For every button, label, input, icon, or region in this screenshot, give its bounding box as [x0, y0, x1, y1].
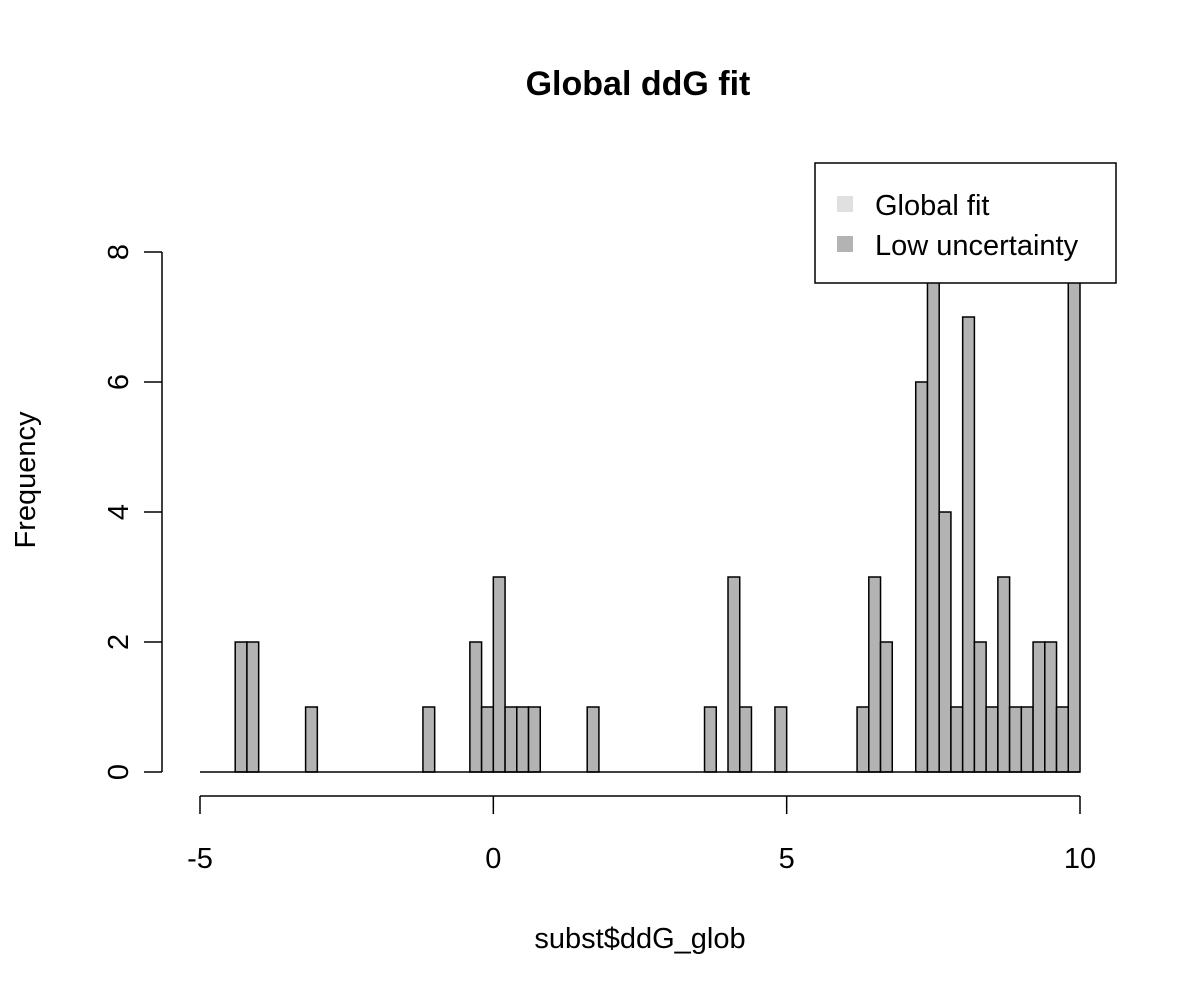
histogram-bar [469, 641, 483, 773]
legend-box [814, 162, 1117, 284]
histogram-bar [504, 706, 518, 773]
histogram-bar [516, 706, 530, 773]
y-tick-label: 4 [103, 504, 135, 520]
x-tick-label: 10 [1064, 843, 1096, 875]
histogram-bar [586, 706, 600, 773]
histogram-bar [868, 576, 882, 773]
y-tick-label: 8 [103, 244, 135, 260]
histogram-bar [727, 576, 741, 773]
x-axis: -5 0 5 10 [187, 795, 1096, 875]
histogram-bar [738, 706, 753, 773]
histogram-bar [703, 706, 718, 773]
histogram-bar [1020, 706, 1034, 773]
histogram-bar [950, 706, 964, 773]
histogram-bar [246, 641, 260, 773]
legend-swatch-global-fit [837, 196, 853, 212]
legend-swatch-low-uncertainty [837, 236, 853, 252]
histogram-bar [234, 641, 248, 773]
histogram-bar [1008, 706, 1023, 773]
histogram-bar [527, 706, 542, 773]
histogram-bar [480, 706, 495, 773]
histogram-bar [938, 511, 952, 773]
legend-label-low-uncertainty: Low uncertainty [875, 230, 1079, 262]
histogram-bar [1044, 641, 1058, 773]
y-axis-label: Frequency [10, 411, 42, 549]
histogram-bar [304, 706, 319, 773]
histogram-bar [997, 576, 1011, 773]
histogram-bar [985, 706, 999, 773]
histogram-bar [422, 706, 436, 773]
x-tick-label: 5 [779, 843, 795, 875]
histogram-bars [200, 251, 1081, 773]
y-axis: 0 2 4 6 8 [103, 244, 163, 780]
y-tick-label: 6 [103, 374, 135, 390]
histogram-bar [1067, 251, 1081, 773]
histogram-bar [926, 251, 940, 773]
y-tick-label: 2 [103, 634, 135, 650]
histogram-bar [774, 706, 788, 773]
chart-title: Global ddG fit [526, 65, 751, 103]
x-tick-label: 0 [485, 843, 501, 875]
histogram-bar [914, 381, 929, 773]
histogram-bar [856, 706, 870, 773]
histogram-bar [973, 641, 987, 773]
legend-label-global-fit: Global fit [875, 190, 989, 222]
histogram-bar [961, 316, 976, 773]
x-tick-label: -5 [187, 843, 213, 875]
histogram-bar [1032, 641, 1046, 773]
legend: Global fit Low uncertainty [814, 162, 1117, 284]
histogram-bar [1055, 706, 1070, 773]
x-axis-label: subst$ddG_glob [534, 923, 745, 955]
histogram-bar [492, 576, 506, 773]
histogram-bar [879, 641, 894, 773]
y-tick-label: 0 [103, 764, 135, 780]
